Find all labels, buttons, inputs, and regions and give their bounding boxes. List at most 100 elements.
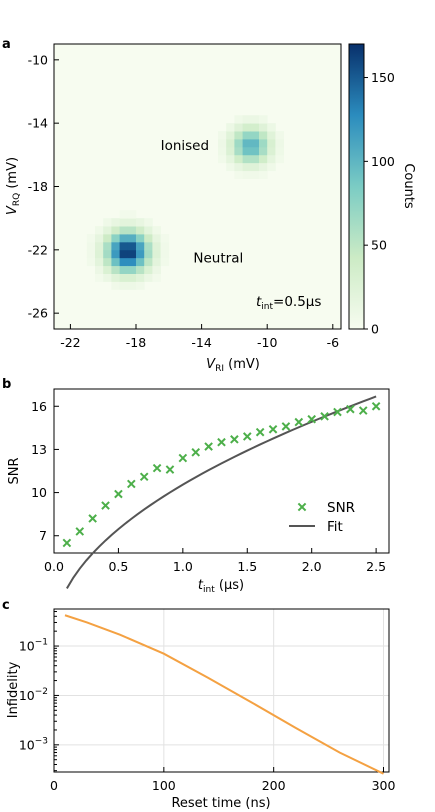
marker-stroke: [297, 502, 307, 512]
heatmap-cell: [95, 234, 104, 243]
heatmap-cell: [136, 265, 145, 274]
heatmap-cell: [127, 226, 137, 235]
xtick-label: -10: [257, 335, 277, 350]
heatmap-cell: [95, 226, 104, 235]
xtick-label: -6: [327, 335, 340, 350]
snr-point: [165, 465, 175, 474]
heatmap-cell: [103, 265, 112, 274]
heatmap-cell: [119, 249, 129, 259]
snr-point: [358, 406, 368, 415]
colorbar: [348, 43, 365, 330]
heatmap-cell: [127, 241, 137, 251]
heatmap-cell: [144, 234, 153, 243]
heatmap-cell: [160, 241, 170, 251]
ytick-label: -18: [28, 179, 48, 194]
panel-label-a: a: [2, 37, 11, 52]
heatmap-cell: [144, 249, 153, 259]
heatmap-cell: [242, 115, 252, 124]
snr-point: [127, 479, 136, 489]
heatmap-cell: [127, 265, 137, 274]
heatmap-cell: [267, 131, 276, 140]
legend: SNR Fit: [289, 500, 355, 535]
colorbar-tick-label: 0: [371, 322, 379, 337]
heatmap-cell: [144, 265, 153, 274]
heatmap-cell: [160, 249, 170, 259]
xtick-label: 2.0: [302, 559, 322, 574]
ytick-label: 13: [31, 442, 47, 457]
heatmap-cell: [242, 139, 252, 148]
heatmap-cell: [259, 154, 268, 164]
snr-ylabel: SNR: [7, 457, 22, 484]
heatmap-cell: [103, 257, 112, 267]
annotation-neutral: Neutral: [193, 251, 243, 267]
colorbar-tick-label: 100: [371, 154, 395, 169]
heatmap-cell: [127, 281, 137, 290]
heatmap-cell: [136, 226, 145, 235]
heatmap-cell: [234, 146, 243, 156]
heatmap-cell: [103, 218, 112, 227]
snr-point: [101, 501, 110, 510]
heatmap-cell: [127, 257, 137, 267]
heatmap-cell: [127, 218, 137, 227]
ytick-label: 10−1: [19, 638, 48, 654]
heatmap-cell: [234, 131, 243, 140]
heatmap-cell: [95, 249, 104, 259]
heatmap-cell: [267, 123, 276, 132]
snr-points: [62, 401, 381, 548]
heatmap-cell: [250, 123, 260, 132]
heatmap-cell: [226, 139, 235, 148]
annotation-ionised: Ionised: [161, 138, 209, 154]
xtick-label: 1.5: [237, 559, 257, 574]
ytick-label: 10−3: [19, 736, 48, 752]
snr-point: [204, 442, 213, 451]
heatmap-cell: [226, 131, 235, 140]
heatmap-cell: [160, 257, 170, 267]
heatmap-cell: [127, 210, 137, 219]
marker-stroke: [127, 479, 136, 489]
xtick-label: 100: [152, 778, 176, 793]
heatmap-cell: [242, 131, 252, 140]
marker-stroke: [62, 538, 72, 548]
heatmap-cell: [275, 146, 284, 156]
heatmap-cell: [267, 162, 276, 172]
legend-snr-marker: [297, 502, 307, 512]
heatmap-cell: [119, 281, 129, 290]
snr-point: [294, 417, 304, 427]
heatmap-cell: [234, 154, 243, 164]
heatmap-cell: [103, 226, 112, 235]
snr-point: [75, 527, 85, 536]
marker-stroke: [75, 527, 85, 536]
xtick-label: 1.0: [173, 559, 193, 574]
heatmap-cell: [111, 234, 120, 243]
heatmap-cells: [86, 115, 284, 290]
heatmap-cell: [152, 257, 161, 267]
snr-point: [307, 414, 316, 424]
heatmap-cell: [267, 146, 276, 156]
heatmap-cell: [136, 257, 145, 267]
heatmap-cell: [103, 241, 112, 251]
heatmap-cell: [259, 162, 268, 172]
heatmap-cell: [242, 146, 252, 156]
heatmap-cell: [226, 154, 235, 164]
snr-point: [230, 435, 239, 444]
xtick-label: 0.5: [108, 559, 128, 574]
heatmap-cell: [267, 154, 276, 164]
heatmap-cell: [250, 139, 260, 148]
heatmap-cell: [144, 257, 153, 267]
heatmap-cell: [218, 146, 227, 156]
heatmap-cell: [111, 226, 120, 235]
heatmap-cell: [119, 210, 129, 219]
heatmap-cell: [136, 273, 145, 282]
marker-stroke: [242, 432, 252, 441]
heatmap-cell: [136, 234, 145, 243]
heatmap-cell: [111, 273, 120, 282]
snr-point: [346, 404, 355, 414]
integration-time-label: tint=0.5μs: [256, 294, 321, 312]
marker-stroke: [191, 447, 201, 457]
xtick-label: 0: [50, 778, 58, 793]
heatmap-cell: [152, 249, 161, 259]
heatmap-cell: [250, 170, 260, 179]
heatmap-cell: [111, 241, 120, 251]
ytick-label: -22: [28, 242, 48, 257]
